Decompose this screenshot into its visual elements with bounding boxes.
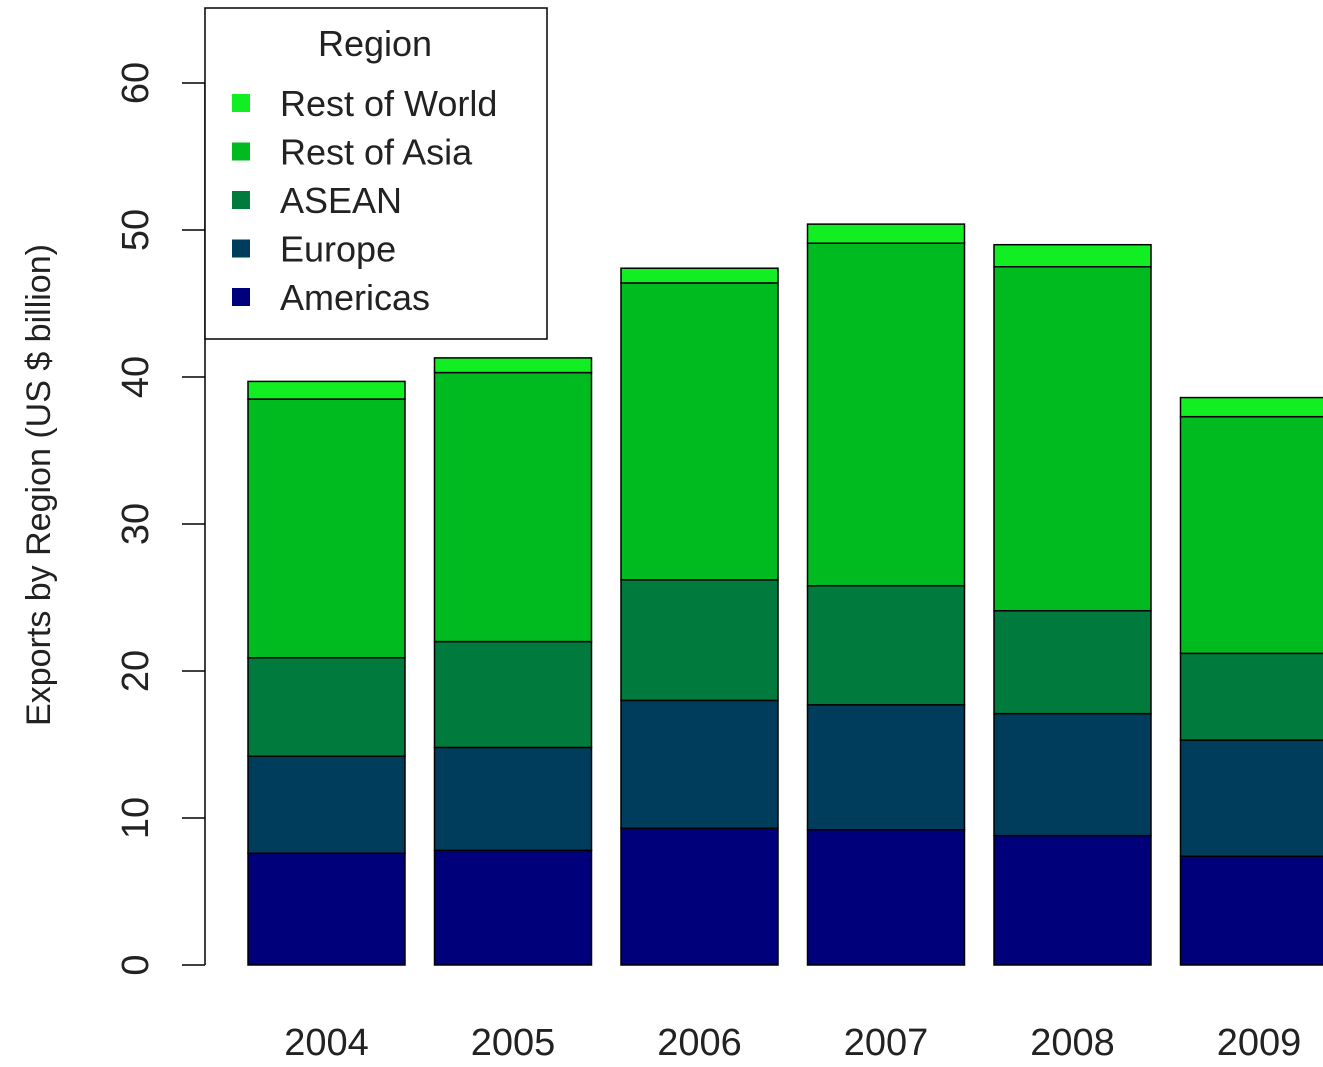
- bar-segment: [808, 586, 965, 705]
- y-tick-label: 60: [115, 62, 157, 104]
- bar-segment: [248, 658, 405, 756]
- bar-segment: [1181, 653, 1323, 740]
- y-tick-label: 0: [115, 954, 157, 975]
- legend-swatch: [232, 288, 250, 306]
- legend-swatch: [232, 143, 250, 161]
- y-tick-label: 10: [115, 797, 157, 839]
- legend-label: Europe: [280, 229, 396, 270]
- x-tick-label: 2009: [1217, 1022, 1302, 1062]
- bar-segment: [994, 714, 1151, 836]
- x-tick-label: 2005: [471, 1022, 556, 1062]
- legend-label: ASEAN: [280, 180, 402, 221]
- bar-segment: [994, 267, 1151, 611]
- x-axis-labels: 2004 2005 2006 2007 2008 2009: [284, 1022, 1301, 1062]
- x-tick-label: 2004: [284, 1022, 369, 1062]
- bar-segment: [621, 580, 778, 701]
- legend-swatch: [232, 94, 250, 112]
- bar-segment: [808, 243, 965, 586]
- bar-segment: [248, 853, 405, 965]
- bar-segment: [994, 245, 1151, 267]
- bar-segment: [621, 700, 778, 828]
- legend-label: Rest of World: [280, 83, 497, 124]
- bar-segment: [1181, 398, 1323, 417]
- bar-segment: [248, 399, 405, 658]
- bar-segment: [994, 836, 1151, 965]
- bar-segment: [1181, 856, 1323, 965]
- bar-segment: [808, 705, 965, 830]
- x-tick-label: 2006: [657, 1022, 742, 1062]
- bar-segment: [435, 358, 592, 373]
- bar-segment: [435, 747, 592, 850]
- legend-title: Region: [318, 23, 432, 64]
- x-tick-label: 2007: [844, 1022, 929, 1062]
- bar-segment: [435, 850, 592, 965]
- legend-swatch: [232, 191, 250, 209]
- y-tick-label: 50: [115, 209, 157, 251]
- y-tick-label: 20: [115, 650, 157, 692]
- legend-label: Rest of Asia: [280, 132, 473, 173]
- bar-segment: [435, 642, 592, 748]
- bar-segment: [994, 611, 1151, 714]
- y-axis-title: Exports by Region (US $ billion): [20, 244, 58, 726]
- bar-segment: [621, 268, 778, 283]
- bar-segment: [808, 830, 965, 965]
- bar-segment: [248, 756, 405, 853]
- legend: Region Rest of World Rest of Asia ASEAN Eur…: [205, 8, 547, 339]
- legend-label: Americas: [280, 277, 430, 318]
- bar-segment: [808, 224, 965, 243]
- bar-segment: [621, 828, 778, 965]
- bar-segment: [1181, 740, 1323, 856]
- y-tick-label: 30: [115, 503, 157, 545]
- x-tick-label: 2008: [1030, 1022, 1115, 1062]
- bar-segment: [1181, 417, 1323, 654]
- y-tick-label: 40: [115, 356, 157, 398]
- bar-segment: [435, 373, 592, 642]
- bar-segment: [621, 283, 778, 580]
- legend-swatch: [232, 240, 250, 258]
- bar-segment: [248, 381, 405, 399]
- y-axis: 0 10 20 30 40 50 60: [115, 62, 205, 976]
